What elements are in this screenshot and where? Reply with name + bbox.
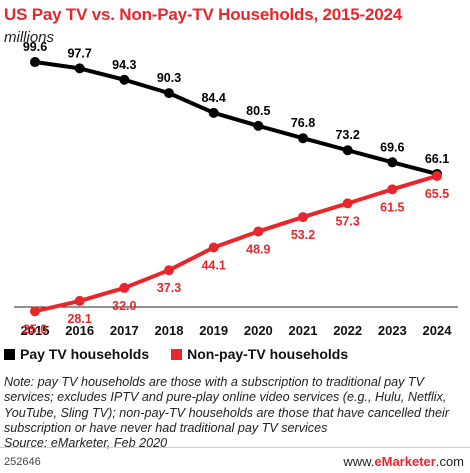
- x-tick-label: 2021: [289, 323, 318, 338]
- legend-item-pay-tv: Pay TV households: [4, 346, 149, 362]
- data-point-non-pay-tv: [208, 242, 219, 253]
- source-text: Source: eMarketer, Feb 2020: [4, 436, 168, 451]
- data-label-pay-tv: 80.5: [246, 104, 270, 118]
- data-point-non-pay-tv: [432, 170, 442, 181]
- brand-prefix: www.: [343, 454, 375, 469]
- data-point-pay-tv: [164, 88, 174, 99]
- data-point-pay-tv: [208, 107, 219, 118]
- x-tick-label: 2016: [65, 323, 94, 338]
- chart-subtitle: millions: [4, 29, 55, 46]
- x-tick-label: 2019: [199, 323, 228, 338]
- data-point-pay-tv: [298, 133, 308, 144]
- note-text: Note: pay TV households are those with a…: [4, 375, 450, 435]
- data-label-non-pay-tv: 28.1: [67, 312, 91, 326]
- data-point-pay-tv: [387, 157, 398, 168]
- data-label-non-pay-tv: 65.5: [425, 187, 449, 201]
- x-tick-label: 2024: [423, 323, 453, 338]
- data-point-pay-tv: [342, 145, 353, 156]
- data-label-non-pay-tv: 44.1: [201, 258, 225, 272]
- data-point-pay-tv: [74, 63, 85, 74]
- chart-title: US Pay TV vs. Non-Pay-TV Households, 201…: [4, 5, 403, 24]
- chart-id: 252646: [4, 456, 41, 468]
- data-label-pay-tv: 73.2: [335, 128, 359, 142]
- data-point-pay-tv: [30, 57, 40, 68]
- data-point-non-pay-tv: [253, 226, 264, 237]
- data-point-non-pay-tv: [298, 212, 308, 223]
- data-label-pay-tv: 99.6: [23, 40, 47, 54]
- brand-name: eMarketer: [374, 454, 436, 469]
- data-label-non-pay-tv: 57.3: [335, 214, 359, 228]
- data-label-non-pay-tv: 61.5: [380, 200, 404, 214]
- data-label-pay-tv: 84.4: [201, 91, 225, 105]
- x-tick-label: 2023: [378, 323, 407, 338]
- series-line-non-pay-tv: [34, 174, 438, 314]
- legend-item-non-pay-tv: Non-pay-TV households: [171, 346, 348, 362]
- x-tick-label: 2015: [21, 323, 50, 338]
- x-tick-label: 2020: [244, 323, 273, 338]
- data-label-pay-tv: 69.6: [380, 140, 404, 154]
- data-label-pay-tv: 66.1: [425, 152, 449, 166]
- data-label-non-pay-tv: 25.0: [23, 322, 47, 336]
- x-tick-label: 2018: [155, 323, 184, 338]
- legend: Pay TV households Non-pay-TV households: [4, 346, 370, 362]
- legend-label-pay-tv: Pay TV households: [20, 346, 150, 362]
- data-point-non-pay-tv: [342, 198, 353, 209]
- series-line-pay-tv: [34, 60, 438, 176]
- data-label-non-pay-tv: 37.3: [157, 281, 181, 295]
- data-label-non-pay-tv: 53.2: [291, 228, 315, 242]
- data-label-pay-tv: 76.8: [291, 116, 315, 130]
- x-tick-label: 2017: [110, 323, 139, 338]
- footer-divider: [0, 447, 470, 448]
- data-point-non-pay-tv: [74, 295, 85, 306]
- data-label-pay-tv: 94.3: [112, 58, 136, 72]
- data-label-pay-tv: 97.7: [67, 46, 91, 60]
- data-point-non-pay-tv: [387, 184, 398, 195]
- data-point-pay-tv: [119, 74, 130, 85]
- legend-label-non-pay-tv: Non-pay-TV households: [187, 346, 349, 362]
- brand-suffix: .com: [435, 454, 464, 469]
- brand-logo[interactable]: www.eMarketer.com: [343, 454, 464, 469]
- data-point-non-pay-tv: [30, 306, 40, 317]
- line-chart: 2015 2016 2017 2018 2019 2020 2021 2022 2023 2024…: [14, 40, 458, 338]
- data-point-non-pay-tv: [119, 282, 130, 293]
- data-label-non-pay-tv: 48.9: [246, 242, 270, 256]
- data-label-non-pay-tv: 32.0: [112, 299, 136, 313]
- chart-note: Note: pay TV households are those with a…: [4, 375, 468, 451]
- data-point-pay-tv: [253, 120, 264, 131]
- data-point-non-pay-tv: [164, 265, 174, 276]
- legend-swatch-pay-tv: [4, 348, 15, 360]
- data-label-pay-tv: 90.3: [157, 71, 181, 85]
- legend-swatch-non-pay-tv: [171, 348, 183, 360]
- x-tick-label: 2022: [333, 323, 362, 338]
